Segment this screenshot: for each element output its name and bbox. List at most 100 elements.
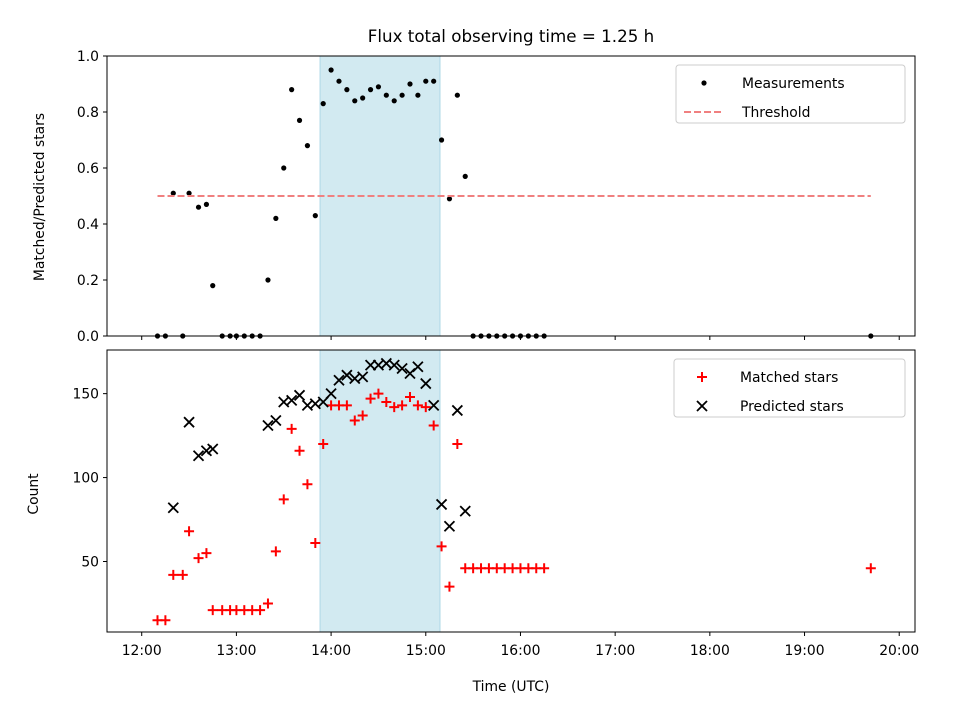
measurement-point [431, 78, 437, 84]
measurement-point [344, 87, 350, 93]
matched-stars-point [177, 569, 188, 580]
observing-window-band [319, 349, 441, 633]
y-tick-label: 100 [72, 471, 99, 487]
predicted-stars-point [428, 399, 440, 412]
legend-label: Matched stars [740, 370, 838, 386]
x-tick-label: 19:00 [785, 643, 825, 659]
measurement-point [320, 101, 326, 107]
matched-stars-point [357, 410, 368, 421]
predicted-stars-point [412, 361, 424, 373]
measurement-point [304, 143, 311, 149]
measurement-point [415, 92, 421, 98]
matched-stars-point [160, 615, 171, 626]
matched-stars-point [270, 546, 281, 557]
measurement-point [265, 277, 271, 283]
top-y-axis-label: Matched/Predicted stars [32, 113, 48, 281]
axes-frame [106, 55, 916, 337]
predicted-stars-point [443, 520, 456, 532]
y-tick-label: 0.2 [77, 273, 99, 289]
measurement-point [391, 98, 397, 104]
measurement-point [195, 204, 202, 210]
y-tick-label: 0.8 [77, 105, 99, 121]
measurement-point [352, 98, 358, 104]
measurement-point [336, 78, 342, 84]
predicted-stars-point [396, 362, 408, 375]
x-tick-label: 16:00 [500, 643, 540, 659]
y-tick-label: 0.4 [77, 217, 99, 233]
matched-stars-point [539, 563, 550, 574]
matched-stars-point [207, 605, 218, 616]
ratio-panel: 0.0 0.2 0.4 0.6 0.8 1.0 Measurements Threshold [77, 49, 916, 345]
x-tick-label: 12:00 [122, 643, 162, 659]
matched-stars-point [294, 445, 305, 456]
x-tick-label: 15:00 [406, 643, 446, 659]
legend-label: Threshold [741, 105, 810, 121]
predicted-stars-point [341, 369, 353, 381]
measurement-point [296, 117, 303, 123]
matched-stars-point [381, 397, 392, 408]
x-tick-label: 20:00 [879, 643, 919, 659]
predicted-stars-point [192, 450, 205, 462]
axes-frame [106, 349, 916, 633]
legend: Measurements Threshold [675, 64, 906, 124]
y-tick-label: 1.0 [77, 49, 99, 65]
measurement-point [383, 92, 389, 98]
legend: Matched stars Predicted stars [673, 358, 906, 418]
measurement-point [423, 78, 429, 84]
measurement-point [375, 84, 382, 90]
measurement-point [360, 95, 366, 101]
predicted-stars-point [183, 416, 195, 428]
count-panel: 50 100 150 12:00 13:00 14:00 15:00 16:00 17:00 18… [72, 349, 919, 659]
measurement-point [407, 81, 413, 87]
measurement-point [273, 215, 279, 221]
predicted-stars-point [459, 505, 471, 517]
matched-stars-point [168, 569, 179, 580]
measurement-point [186, 190, 192, 196]
measurement-point [203, 201, 210, 207]
series-predicted-stars [167, 357, 471, 532]
measurement-point [399, 92, 405, 98]
series-matched-stars [152, 388, 876, 626]
matched-stars-point [310, 538, 321, 549]
matched-stars-point [420, 402, 431, 413]
predicted-stars-point [207, 443, 219, 455]
matched-stars-point [452, 439, 463, 449]
matched-stars-point [405, 392, 415, 402]
measurement-point [210, 283, 216, 289]
matched-stars-point [365, 393, 376, 404]
predicted-stars-point [420, 377, 432, 390]
matched-stars-point [201, 548, 212, 559]
x-tick-label: 18:00 [690, 643, 730, 659]
measurement-point [170, 190, 176, 196]
x-tick-label: 13:00 [216, 643, 256, 659]
matched-stars-point [193, 553, 204, 564]
y-tick-label: 150 [72, 387, 99, 403]
legend-label: Measurements [742, 76, 845, 92]
matched-stars-point [349, 415, 360, 426]
x-tick-label: 14:00 [311, 643, 351, 659]
y-tick-label: 0.0 [77, 329, 99, 345]
measurement-point [289, 87, 295, 93]
legend-box [675, 64, 906, 124]
legend-matched-handle [697, 372, 707, 382]
matched-stars-point [412, 400, 423, 411]
legend-label: Predicted stars [740, 399, 844, 415]
matched-stars-point [341, 400, 352, 411]
x-tick-label: 17:00 [595, 643, 635, 659]
predicted-stars-point [388, 359, 400, 371]
legend-measurement-handle [701, 80, 707, 86]
predicted-stars-point [333, 374, 345, 386]
matched-stars-point [436, 541, 447, 552]
predicted-stars-point [200, 445, 213, 457]
predicted-stars-point [286, 394, 298, 406]
matched-stars-point [184, 526, 195, 537]
predicted-stars-point [435, 498, 448, 511]
matched-stars-point [389, 402, 400, 413]
matched-stars-point [302, 479, 313, 490]
predicted-stars-point [270, 414, 282, 427]
legend-box [673, 358, 906, 418]
measurement-point [454, 92, 460, 98]
measurement-point [438, 137, 445, 143]
matched-stars-point [397, 400, 408, 411]
